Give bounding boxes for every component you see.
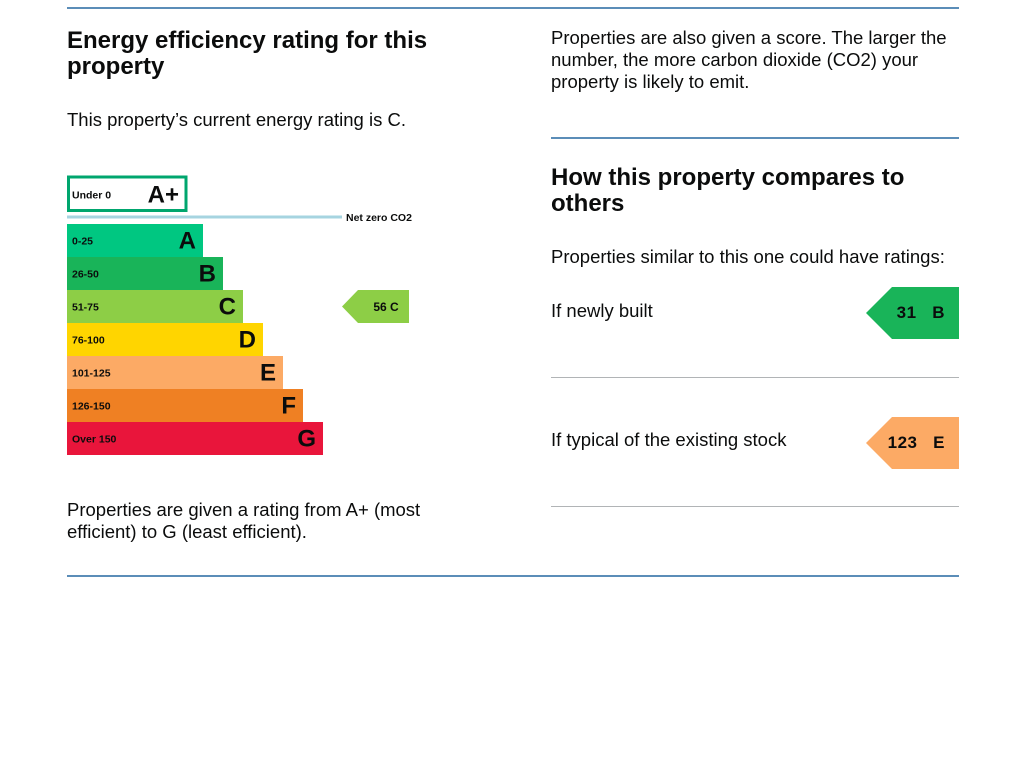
typical-stock-rating-badge: 123 E xyxy=(866,417,959,469)
current-rating-arrow xyxy=(342,290,409,323)
band-bar-a xyxy=(67,224,203,257)
band-bar-c xyxy=(67,290,243,323)
band-letter-g: G xyxy=(297,426,316,453)
band-range-d: 76-100 xyxy=(72,335,105,347)
rating-scale-note: Properties are given a rating from A+ (m… xyxy=(67,499,421,542)
current-rating-text: This property’s current energy rating is… xyxy=(67,109,406,130)
similar-properties-text: Properties similar to this one could hav… xyxy=(551,246,945,267)
bottom-divider xyxy=(67,575,959,577)
band-letter-d: D xyxy=(239,327,256,354)
net-zero-label: Net zero CO2 xyxy=(346,212,412,224)
band-bar-b xyxy=(67,257,223,290)
band-letter-e: E xyxy=(260,360,276,387)
typical-stock-label: If typical of the existing stock xyxy=(551,429,787,450)
current-rating-label: 56 C xyxy=(373,300,399,314)
band-bar-f xyxy=(67,389,303,422)
band-letter-c: C xyxy=(219,294,236,321)
band-letter-a-plus: A+ xyxy=(148,182,179,209)
band-letter-b: B xyxy=(199,261,216,288)
newly-built-letter: B xyxy=(932,303,945,322)
band-bar-d xyxy=(67,323,263,356)
energy-efficiency-heading: Energy efficiency rating for this proper… xyxy=(67,27,428,80)
newly-built-label: If newly built xyxy=(551,300,653,321)
band-range-g: Over 150 xyxy=(72,434,117,446)
row-separator xyxy=(551,377,959,378)
section-divider xyxy=(551,137,959,139)
band-letter-a: A xyxy=(179,228,196,255)
typical-stock-score: 123 xyxy=(887,433,918,452)
band-letter-f: F xyxy=(281,393,296,420)
score-explanation: Properties are also given a score. The l… xyxy=(551,27,947,92)
band-bar-g xyxy=(67,422,323,455)
band-range-c: 51-75 xyxy=(72,302,99,314)
epc-rating-chart: Under 0 A+ 0-25 A 26-50 B 51-75 C 76-100 D 101-125… xyxy=(67,175,412,455)
band-bar-e xyxy=(67,356,283,389)
typical-stock-letter: E xyxy=(933,433,945,452)
row-separator xyxy=(551,506,959,507)
band-range-b: 26-50 xyxy=(72,269,99,281)
band-range-e: 101-125 xyxy=(72,368,111,380)
newly-built-score: 31 xyxy=(896,303,917,322)
top-divider xyxy=(67,7,959,9)
newly-built-rating-badge: 31 B xyxy=(866,287,959,339)
band-range-a: 0-25 xyxy=(72,236,93,248)
band-bar-a-plus xyxy=(67,175,188,212)
band-range-a-plus: Under 0 xyxy=(72,190,111,202)
comparison-heading: How this property compares to others xyxy=(551,164,905,217)
band-range-f: 126-150 xyxy=(72,401,111,413)
